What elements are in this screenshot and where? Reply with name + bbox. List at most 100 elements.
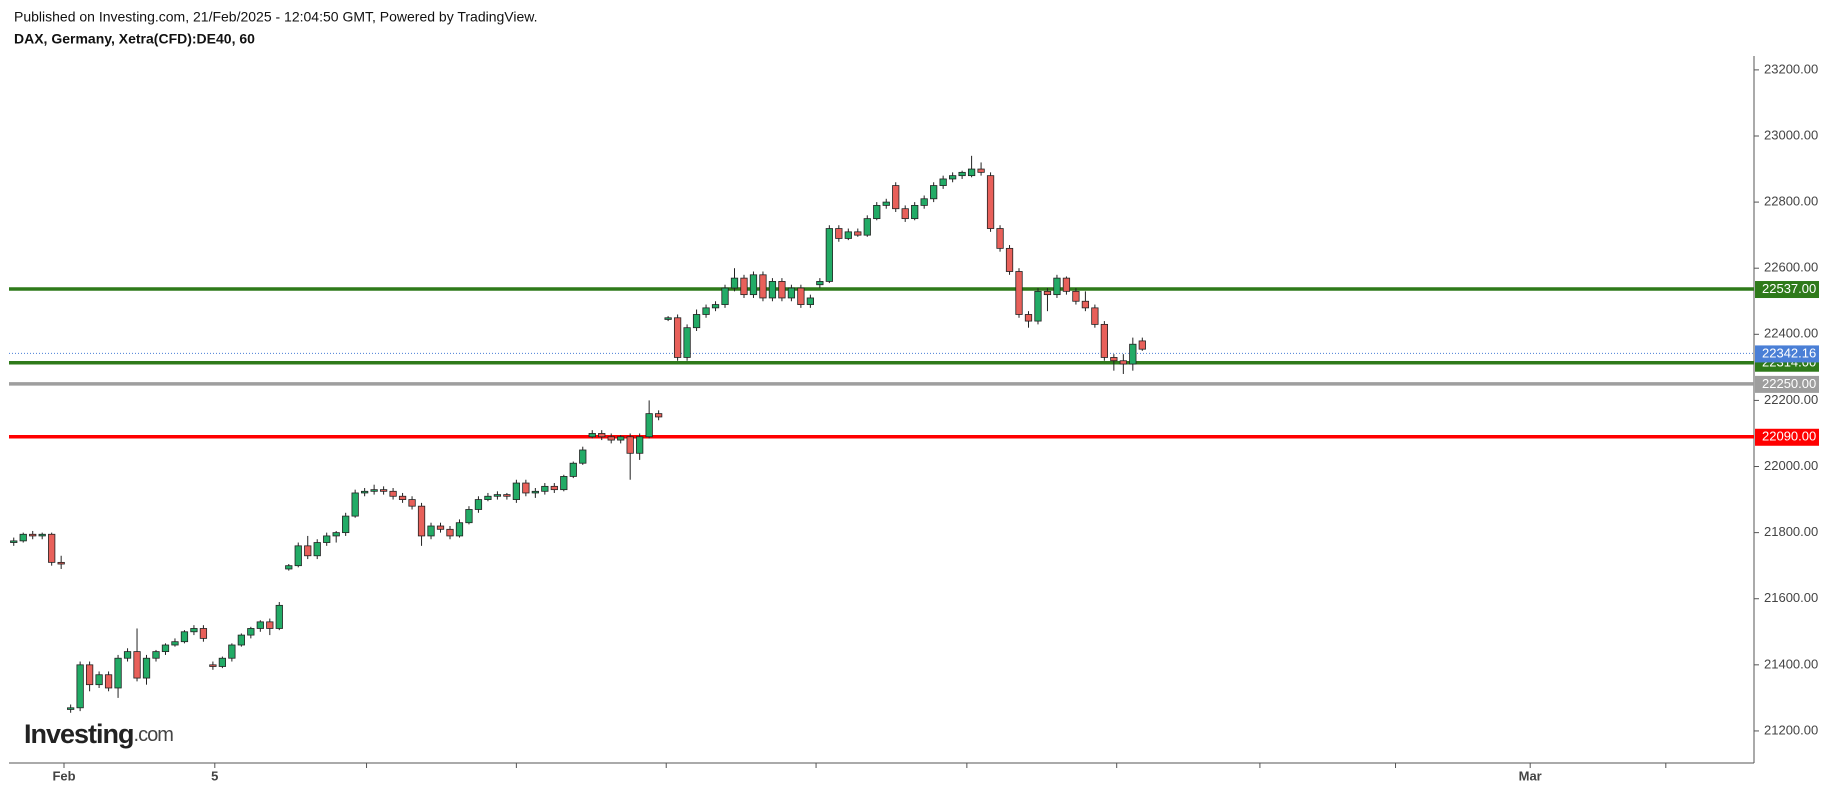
candle-body (588, 433, 596, 438)
axis-price-box (1755, 281, 1819, 299)
candle-body (351, 492, 359, 517)
x-tick-label: Mar (1519, 768, 1542, 783)
logo-suffix: .com (134, 724, 174, 746)
published-line: Published on Investing.com, 21/Feb/2025 … (14, 9, 538, 25)
candle-body (228, 644, 236, 659)
candle-body (161, 644, 170, 653)
candle-body (199, 628, 208, 639)
candle-body (702, 307, 710, 315)
candle-body (882, 201, 890, 206)
axis-price-box (1755, 375, 1819, 393)
candle-body (1034, 290, 1042, 322)
candle-body (949, 175, 957, 180)
x-tick-label: 5 (211, 768, 218, 783)
candle-body (171, 641, 179, 646)
axis-price-label: 22342.16 (1762, 345, 1816, 360)
candle-body (626, 436, 634, 454)
logo: Investing.com (24, 719, 173, 749)
candle-body (379, 489, 388, 492)
candle-body (1062, 277, 1071, 292)
candle-body (285, 565, 293, 570)
logo-brand: Investing (24, 719, 134, 749)
candle-body (873, 204, 881, 220)
candle-body (664, 317, 672, 320)
candle-body (323, 535, 331, 543)
candle-body (1024, 314, 1033, 322)
candle-body (133, 651, 141, 679)
candle-body (579, 449, 587, 464)
candle-body (844, 231, 852, 239)
candle-body (408, 499, 416, 507)
candle-body (417, 505, 426, 537)
candle-body (503, 494, 511, 497)
candle-body (541, 485, 549, 492)
candle-body (474, 499, 483, 510)
candle-body (48, 533, 56, 563)
candle-body (901, 208, 909, 220)
candle-body (749, 274, 758, 296)
y-tick-label: 21800.00 (1764, 524, 1818, 539)
candle-body (10, 540, 18, 543)
candle-body (247, 628, 255, 636)
y-tick-label: 23200.00 (1764, 61, 1818, 76)
axis-price-box (1755, 345, 1819, 363)
candle-body (389, 490, 397, 497)
candle-body (930, 185, 938, 200)
y-tick-label: 22000.00 (1764, 458, 1818, 473)
candle-body (911, 204, 919, 220)
candle-body (313, 542, 321, 557)
y-tick-label: 23000.00 (1764, 127, 1818, 142)
candle-body (484, 495, 492, 500)
candle-body (446, 528, 454, 537)
candle-body (740, 277, 748, 296)
y-tick-label: 22200.00 (1764, 392, 1818, 407)
candle-body (778, 281, 786, 299)
candle-body (863, 218, 871, 236)
candle-body (854, 231, 862, 236)
candle-body (655, 413, 663, 418)
candle-body (209, 664, 217, 667)
x-tick-label: Feb (52, 768, 75, 783)
candle-body (19, 533, 27, 542)
candle-body (673, 317, 682, 358)
candle-body (967, 168, 976, 177)
candle-body (398, 495, 407, 500)
candle-body (361, 490, 369, 494)
candle-body (436, 525, 445, 530)
candle-body (1043, 290, 1052, 296)
candle-body (825, 228, 833, 282)
candle-body (617, 436, 625, 441)
candle-body (114, 657, 122, 689)
y-tick-label: 21400.00 (1764, 656, 1818, 671)
candle-body (721, 287, 729, 305)
candle-body (636, 436, 644, 454)
candle-body (294, 545, 302, 567)
candle-body (1005, 247, 1014, 272)
candle-body (1119, 360, 1127, 365)
candle-body (996, 228, 1004, 249)
candle-body (67, 707, 75, 710)
candle-body (1053, 277, 1061, 296)
candle-body (787, 287, 796, 299)
candle-body (256, 621, 264, 629)
candle-body (531, 490, 539, 494)
candle-body (29, 533, 37, 537)
symbol-line: DAX, Germany, Xetra(CFD):DE40, 60 (14, 31, 255, 47)
candle-body (512, 482, 521, 500)
candle-body (522, 482, 530, 494)
candle-body (57, 561, 65, 565)
candle-body (142, 657, 151, 679)
candle-body (835, 228, 843, 239)
axis-price-box (1755, 428, 1819, 446)
y-tick-label: 22400.00 (1764, 326, 1818, 341)
axis-price-label: 22537.00 (1762, 281, 1816, 296)
candle-body (85, 664, 94, 686)
axis-price-label: 22090.00 (1762, 429, 1816, 444)
candle-body (455, 522, 464, 537)
candle-body (939, 178, 947, 186)
candle-body (237, 634, 245, 646)
candle-body (1072, 290, 1080, 302)
candle-body (759, 274, 767, 299)
y-tick-label: 22600.00 (1764, 260, 1818, 275)
